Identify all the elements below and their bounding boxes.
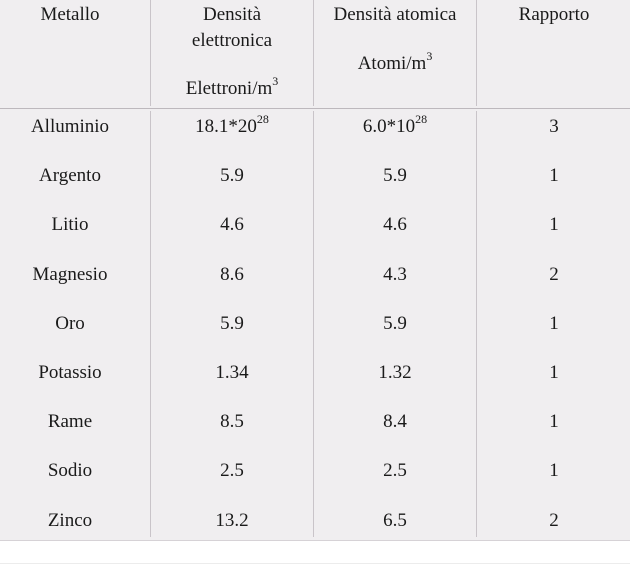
ratio: 1: [549, 214, 559, 236]
atomic-density: 8.4: [383, 411, 407, 433]
table-row: Potassio 1.34 1.32 1: [0, 355, 630, 404]
column-divider: [476, 111, 477, 537]
table-row: Magnesio 8.6 4.3 2: [0, 257, 630, 306]
table-header: Metallo Densità elettronica Elettroni/m3…: [0, 0, 630, 108]
metal-name: Rame: [47, 411, 93, 433]
unit-text: Atomi/m: [357, 53, 427, 74]
atomic-density: 5.9: [383, 312, 407, 334]
metal-name: Magnesio: [32, 263, 108, 285]
atomic-density: 1.32: [378, 361, 412, 383]
metals-table: Metallo Densità elettronica Elettroni/m3…: [0, 0, 630, 540]
atomic-density: 4.6: [383, 214, 407, 236]
table-row: Zinco 13.2 6.5 2: [0, 503, 630, 552]
metal-name: Sodio: [47, 460, 93, 482]
header-elettroni-unit: Elettroni/m3: [152, 73, 312, 102]
header-elettronica-label: elettronica: [191, 30, 273, 51]
unit-text: Elettroni/m: [185, 78, 273, 99]
ratio: 1: [549, 361, 559, 383]
unit-exponent: 3: [272, 73, 279, 88]
ratio: 1: [549, 312, 559, 334]
atomic-density: 5.9: [383, 165, 407, 187]
ratio: 1: [549, 165, 559, 187]
column-divider: [313, 111, 314, 537]
electron-density: 4.6: [220, 214, 244, 236]
metal-name: Argento: [39, 165, 101, 187]
electron-density: 13.2: [215, 509, 249, 531]
header-rapporto-label: Rapporto: [518, 4, 590, 25]
page-bottom-divider: [0, 563, 630, 564]
table-bottom-border: [0, 540, 630, 541]
column-divider: [150, 111, 151, 537]
column-divider: [313, 0, 314, 106]
ratio: 1: [549, 460, 559, 482]
header-densita-atomica-label: Densità atomica: [333, 4, 457, 25]
value-text: 18.1*20: [195, 116, 257, 137]
header-densita-atomica: Densità atomica Atomi/m3: [315, 0, 475, 108]
value-text: 6.0*10: [362, 116, 416, 137]
header-divider: [0, 108, 630, 109]
ratio: 2: [549, 509, 559, 531]
atomic-density: 4.3: [383, 263, 407, 285]
table-row: Sodio 2.5 2.5 1: [0, 453, 630, 502]
atomic-density: 6.0*1028: [315, 109, 475, 145]
ratio: 2: [549, 263, 559, 285]
table-row: Argento 5.9 5.9 1: [0, 158, 630, 207]
header-rapporto: Rapporto: [478, 0, 630, 108]
ratio: 3: [549, 116, 559, 137]
metal-name: Oro: [55, 312, 85, 334]
header-metallo: Metallo: [0, 0, 140, 108]
electron-density: 5.9: [220, 312, 244, 334]
electron-density: 8.6: [220, 263, 244, 285]
header-atomi-unit: Atomi/m3: [315, 48, 475, 77]
value-exponent: 28: [256, 111, 269, 126]
metal-name: Litio: [51, 214, 89, 236]
metal-name: Alluminio: [30, 116, 110, 137]
header-densita-elettronica: Densità elettronica Elettroni/m3: [152, 0, 312, 108]
metal-name: Zinco: [47, 509, 93, 531]
header-metallo-label: Metallo: [40, 4, 100, 25]
value-exponent: 28: [415, 111, 428, 126]
electron-density: 5.9: [220, 165, 244, 187]
atomic-density: 6.5: [383, 509, 407, 531]
column-divider: [150, 0, 151, 106]
header-densita-label: Densità: [202, 4, 262, 25]
electron-density: 2.5: [220, 460, 244, 482]
electron-density: 18.1*2028: [152, 109, 312, 145]
electron-density: 8.5: [220, 411, 244, 433]
column-divider: [476, 0, 477, 106]
ratio: 1: [549, 411, 559, 433]
table-body: Alluminio 18.1*2028 6.0*1028 3 Argento 5…: [0, 109, 630, 552]
electron-density: 1.34: [215, 361, 249, 383]
table-row: Litio 4.6 4.6 1: [0, 207, 630, 256]
table-row: Alluminio 18.1*2028 6.0*1028 3: [0, 109, 630, 158]
table-row: Rame 8.5 8.4 1: [0, 404, 630, 453]
atomic-density: 2.5: [383, 460, 407, 482]
table-row: Oro 5.9 5.9 1: [0, 306, 630, 355]
metal-name: Potassio: [38, 361, 102, 383]
unit-exponent: 3: [426, 48, 433, 63]
